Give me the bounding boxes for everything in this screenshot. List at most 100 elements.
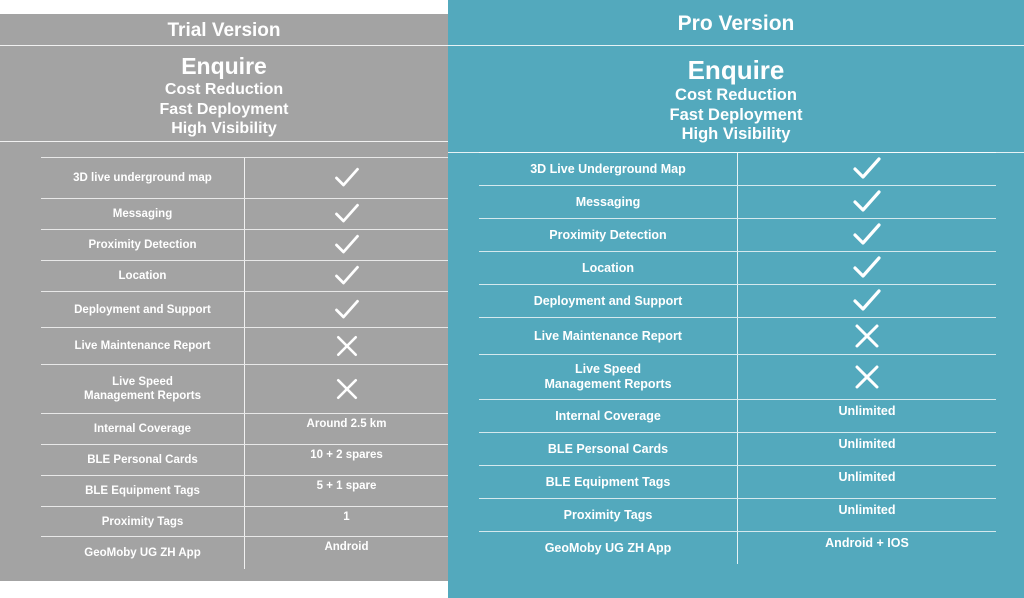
row-label: Location — [479, 252, 738, 284]
table-row: BLE Equipment Tags Unlimited — [479, 465, 996, 498]
table-row: GeoMoby UG ZH App Android + IOS — [479, 531, 996, 564]
row-value: Android — [324, 541, 369, 553]
row-label: 3D live underground map — [41, 158, 245, 198]
title-divider — [0, 45, 448, 46]
row-value: 5 + 1 spare — [316, 480, 377, 492]
cross-icon — [333, 375, 361, 403]
row-label: Proximity Tags — [479, 499, 738, 531]
feature-high-visibility: High Visibility — [171, 120, 277, 137]
row-mark — [738, 285, 996, 317]
row-label: Live Maintenance Report — [479, 318, 738, 354]
row-label: BLE Equipment Tags — [41, 476, 245, 506]
check-icon — [333, 200, 361, 228]
row-label: Internal Coverage — [479, 400, 738, 432]
row-label: Messaging — [479, 186, 738, 218]
row-label: BLE Personal Cards — [41, 445, 245, 475]
feature-high-visibility: High Visibility — [681, 125, 791, 143]
check-icon — [851, 252, 883, 284]
row-mark — [738, 219, 996, 251]
row-value: Around 2.5 km — [306, 418, 387, 430]
feature-cost-reduction: Cost Reduction — [164, 81, 284, 98]
check-icon — [333, 296, 361, 324]
pro-version-panel: Pro Version Enquire Cost Reduction Fast … — [448, 0, 1024, 598]
check-icon — [851, 153, 883, 185]
enquire-heading[interactable]: Enquire — [687, 55, 785, 85]
row-mark — [738, 318, 996, 354]
row-label: BLE Equipment Tags — [479, 466, 738, 498]
feature-fast-deployment: Fast Deployment — [159, 100, 289, 118]
row-mark — [738, 153, 996, 185]
row-mark — [245, 158, 448, 198]
row-value: 10 + 2 spares — [310, 449, 383, 461]
feature-cost-reduction: Cost Reduction — [675, 86, 797, 104]
table-row: Proximity Detection — [479, 218, 996, 251]
row-label: Live Maintenance Report — [41, 328, 245, 364]
row-label: Location — [41, 261, 245, 291]
row-value: 1 — [343, 511, 350, 523]
row-label: GeoMoby UG ZH App — [479, 532, 738, 564]
check-icon — [333, 231, 361, 259]
row-label: GeoMoby UG ZH App — [41, 537, 245, 569]
table-row: GeoMoby UG ZH App Android — [41, 536, 448, 569]
feature-fast-deployment: Fast Deployment — [669, 105, 803, 124]
cross-icon — [851, 320, 883, 352]
pro-features-block: Enquire Cost Reduction Fast Deployment H… — [448, 55, 1024, 145]
row-label: 3D Live Underground Map — [479, 153, 738, 185]
trial-features-block: Enquire Cost Reduction Fast Deployment H… — [0, 52, 448, 139]
cross-icon — [851, 361, 883, 393]
check-icon — [851, 186, 883, 218]
table-row: BLE Personal Cards Unlimited — [479, 432, 996, 465]
row-label: Live Speed Management Reports — [41, 365, 245, 413]
check-icon — [851, 285, 883, 317]
row-mark — [245, 365, 448, 413]
row-value: Unlimited — [838, 503, 896, 517]
table-row: BLE Personal Cards 10 + 2 spares — [41, 444, 448, 475]
table-row: Proximity Detection — [41, 229, 448, 260]
table-row: Deployment and Support — [41, 291, 448, 327]
row-value: Unlimited — [838, 404, 896, 418]
table-row: 3D live underground map — [41, 157, 448, 198]
table-row: Live Maintenance Report — [479, 317, 996, 354]
table-row: Proximity Tags Unlimited — [479, 498, 996, 531]
cross-icon — [333, 332, 361, 360]
row-label: Deployment and Support — [479, 285, 738, 317]
trial-version-title: Trial Version — [167, 20, 281, 41]
row-mark — [738, 186, 996, 218]
check-icon — [851, 219, 883, 251]
trial-version-panel: Trial Version Enquire Cost Reduction Fas… — [0, 14, 448, 581]
table-row: Location — [41, 260, 448, 291]
table-row: 3D Live Underground Map — [479, 152, 996, 185]
row-label: BLE Personal Cards — [479, 433, 738, 465]
row-label: Internal Coverage — [41, 414, 245, 444]
table-row: Internal Coverage Around 2.5 km — [41, 413, 448, 444]
row-label: Live Speed Management Reports — [479, 355, 738, 399]
row-mark — [245, 261, 448, 291]
table-row: Proximity Tags 1 — [41, 506, 448, 536]
table-row: BLE Equipment Tags 5 + 1 spare — [41, 475, 448, 506]
check-icon — [333, 262, 361, 290]
row-label: Messaging — [41, 199, 245, 229]
table-row: Internal Coverage Unlimited — [479, 399, 996, 432]
row-label: Proximity Detection — [41, 230, 245, 260]
row-label: Deployment and Support — [41, 292, 245, 327]
table-row: Live Maintenance Report — [41, 327, 448, 364]
pro-version-title: Pro Version — [677, 12, 795, 35]
table-row: Deployment and Support — [479, 284, 996, 317]
row-mark — [738, 355, 996, 399]
row-label: Proximity Detection — [479, 219, 738, 251]
row-mark — [738, 252, 996, 284]
features-divider — [0, 141, 448, 142]
row-label: Proximity Tags — [41, 507, 245, 536]
check-icon — [333, 164, 361, 192]
row-value: Unlimited — [838, 437, 896, 451]
row-mark — [245, 199, 448, 229]
table-row: Live Speed Management Reports — [479, 354, 996, 399]
row-mark — [245, 230, 448, 260]
row-mark — [245, 328, 448, 364]
title-divider — [448, 45, 1024, 46]
table-row: Location — [479, 251, 996, 284]
enquire-heading[interactable]: Enquire — [181, 53, 267, 79]
table-row: Live Speed Management Reports — [41, 364, 448, 413]
row-value: Unlimited — [838, 470, 896, 484]
row-value: Android + IOS — [825, 536, 909, 550]
